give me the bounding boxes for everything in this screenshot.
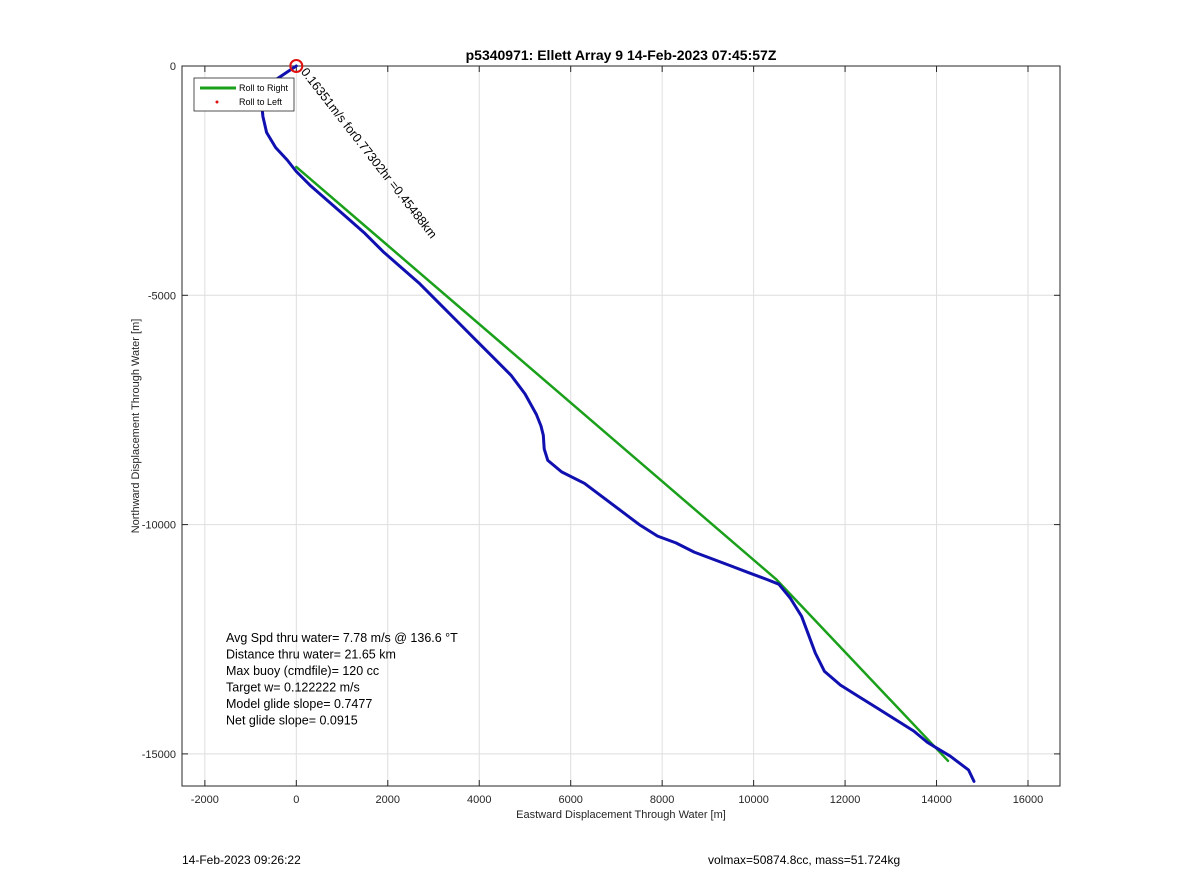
x-tick-label: 6000 — [558, 794, 582, 806]
y-tick-label: 0 — [170, 61, 176, 73]
x-axis-label: Eastward Displacement Through Water [m] — [516, 809, 726, 821]
legend-swatch-left — [215, 100, 219, 104]
series-group — [260, 64, 976, 783]
legend-box — [193, 77, 295, 112]
legend: Roll to Right Roll to Left — [193, 77, 295, 112]
stats-line: Max buoy (cmdfile)= 120 cc — [226, 664, 379, 678]
series-line-track — [260, 64, 976, 783]
legend-label-right: Roll to Right — [239, 83, 289, 93]
stats-line: Distance thru water= 21.65 km — [226, 648, 396, 662]
chart-title: p5340971: Ellett Array 9 14-Feb-2023 07:… — [466, 47, 777, 63]
series-line-model — [295, 165, 950, 763]
y-tick-label: -15000 — [142, 749, 176, 761]
grid — [182, 65, 1060, 786]
x-tick-label: 8000 — [650, 794, 674, 806]
footer-timestamp: 14-Feb-2023 09:26:22 — [182, 853, 301, 867]
stats-line: Avg Spd thru water= 7.78 m/s @ 136.6 °T — [226, 631, 458, 645]
x-tick-label: 12000 — [830, 794, 861, 806]
ticks: -2000 0 2000 4000 6000 8000 10000 12000 14000 160… — [142, 61, 1060, 806]
start-marker — [289, 59, 304, 73]
legend-label-left: Roll to Left — [239, 97, 283, 107]
stats-line: Target w= 0.122222 m/s — [226, 681, 360, 695]
axes-box — [181, 65, 1061, 787]
x-tick-label: -2000 — [191, 794, 219, 806]
x-tick-label: 10000 — [738, 794, 769, 806]
y-tick-label: -10000 — [142, 520, 176, 532]
x-tick-label: 0 — [293, 794, 299, 806]
start-marker-group — [289, 59, 304, 73]
stats-annotation: Avg Spd thru water= 7.78 m/s @ 136.6 °T D… — [226, 631, 458, 728]
rotated-annotation: 0.16351m/s for0.77302hr =0.45488km — [298, 65, 440, 241]
stats-line: Model glide slope= 0.7477 — [226, 697, 372, 711]
x-tick-label: 4000 — [467, 794, 491, 806]
x-tick-label: 16000 — [1013, 794, 1044, 806]
footer-vol-mass: volmax=50874.8cc, mass=51.724kg — [708, 853, 901, 867]
x-tick-label: 2000 — [376, 794, 400, 806]
y-tick-label: -5000 — [148, 290, 176, 302]
stats-line: Net glide slope= 0.0915 — [226, 714, 358, 728]
y-axis-label: Northward Displacement Through Water [m] — [130, 319, 142, 534]
x-tick-label: 14000 — [921, 794, 952, 806]
